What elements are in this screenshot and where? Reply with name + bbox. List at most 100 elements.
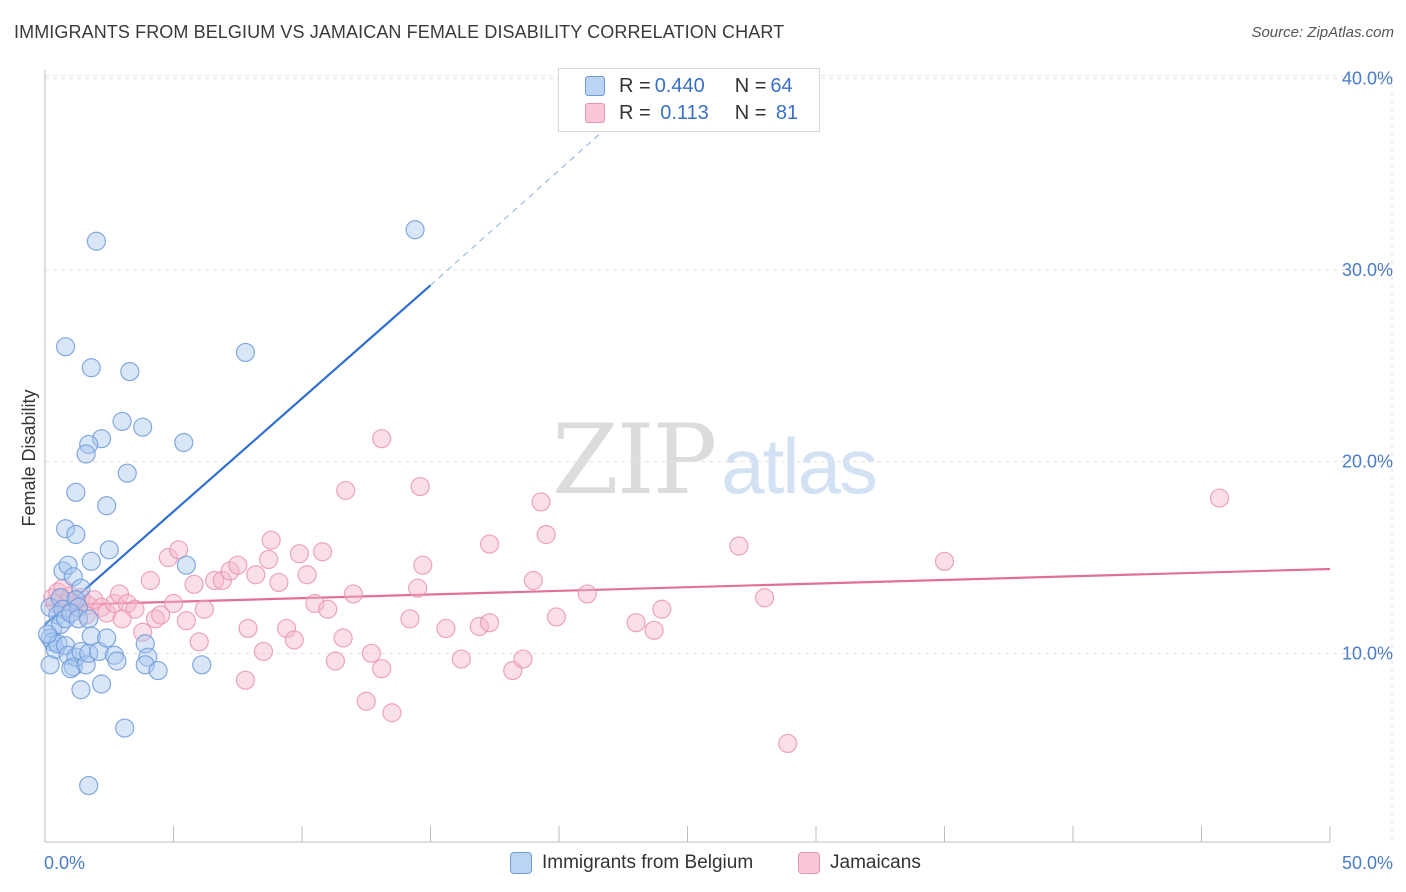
data-point-belgium xyxy=(99,540,119,560)
legend-swatch-jamaicans xyxy=(585,103,605,123)
x-tick-label: 0.0% xyxy=(44,853,85,873)
data-point-jamaicans xyxy=(523,570,543,591)
y-tick-label: 10.0% xyxy=(1342,643,1393,663)
data-point-jamaicans xyxy=(253,641,274,662)
data-point-belgium xyxy=(61,659,81,679)
data-point-jamaicans xyxy=(513,649,533,669)
data-point-jamaicans xyxy=(436,618,456,639)
data-point-belgium xyxy=(81,626,101,646)
data-point-belgium xyxy=(112,411,132,432)
data-point-belgium xyxy=(50,588,71,608)
y-tick-label: 30.0% xyxy=(1342,260,1393,280)
data-point-jamaicans xyxy=(212,570,232,591)
bottom-legend-label-jamaicans: Jamaicans xyxy=(830,852,921,873)
y-axis-label: Female Disability xyxy=(19,389,39,526)
data-point-belgium xyxy=(405,220,425,240)
data-point-jamaicans xyxy=(451,649,471,669)
trend-line-belgium xyxy=(44,284,432,626)
data-points xyxy=(37,220,1230,796)
data-point-jamaicans xyxy=(372,429,392,449)
grid-lines xyxy=(45,75,1393,842)
data-point-belgium xyxy=(55,519,76,539)
y-tick-label: 40.0% xyxy=(1342,68,1393,88)
data-point-jamaicans xyxy=(133,622,153,642)
data-point-jamaicans xyxy=(934,551,955,571)
data-point-jamaicans xyxy=(626,613,646,633)
bottom-legend-jamaicans: Jamaicans xyxy=(798,852,921,874)
legend-row-jamaicans: R = 0.113 N = 81 xyxy=(585,100,798,126)
data-point-jamaicans xyxy=(644,620,664,640)
data-point-belgium xyxy=(192,655,212,675)
trend-lines xyxy=(44,112,1331,626)
legend-n-value: 81 xyxy=(770,101,799,124)
x-tick-label: 50.0% xyxy=(1342,853,1393,873)
data-point-jamaicans xyxy=(652,599,672,619)
data-point-jamaicans xyxy=(325,651,346,671)
data-point-jamaicans xyxy=(276,618,297,639)
data-point-belgium xyxy=(37,624,58,644)
data-point-jamaicans xyxy=(205,570,225,591)
data-point-belgium xyxy=(79,609,99,629)
data-point-belgium xyxy=(76,444,96,464)
data-point-jamaicans xyxy=(531,492,551,512)
data-point-belgium xyxy=(63,567,83,587)
data-point-jamaicans xyxy=(228,555,248,575)
data-point-jamaicans xyxy=(333,628,353,648)
data-point-jamaicans xyxy=(176,611,196,631)
bottom-legend-swatch-belgium xyxy=(510,852,532,874)
data-point-belgium xyxy=(66,524,86,545)
legend: R = 0.440 N = 64 R = 0.113 N = 81 xyxy=(558,68,820,132)
data-point-jamaicans xyxy=(413,555,433,575)
data-point-jamaicans xyxy=(382,703,402,723)
data-point-belgium xyxy=(71,578,91,598)
data-point-belgium xyxy=(66,482,86,502)
data-point-belgium xyxy=(86,231,107,251)
data-point-belgium xyxy=(120,361,140,382)
data-point-jamaicans xyxy=(238,618,258,639)
data-point-jamaicans xyxy=(408,578,428,598)
data-point-jamaicans xyxy=(336,480,356,501)
data-point-jamaicans xyxy=(469,616,489,637)
data-point-belgium xyxy=(133,417,153,437)
data-point-belgium xyxy=(117,463,137,483)
axes xyxy=(44,70,1331,843)
data-point-jamaicans xyxy=(410,476,430,497)
data-point-jamaicans xyxy=(577,584,597,604)
data-point-jamaicans xyxy=(194,599,214,619)
tick-labels: 10.0% 20.0% 30.0% 40.0% 0.0% 50.0% xyxy=(44,68,1393,873)
data-point-belgium xyxy=(235,342,256,363)
legend-n-value: 64 xyxy=(770,74,793,97)
data-point-jamaicans xyxy=(184,574,204,594)
data-point-belgium xyxy=(66,647,86,667)
data-point-belgium xyxy=(61,603,81,623)
data-point-jamaicans xyxy=(151,605,171,625)
data-point-jamaicans xyxy=(246,565,266,585)
data-point-jamaicans xyxy=(1209,488,1230,508)
data-point-jamaicans xyxy=(269,572,289,593)
legend-row-belgium: R = 0.440 N = 64 xyxy=(585,73,793,99)
y-tick-label: 20.0% xyxy=(1342,452,1393,472)
data-point-jamaicans xyxy=(343,584,363,604)
data-point-jamaicans xyxy=(480,613,500,633)
data-point-jamaicans xyxy=(318,599,338,619)
data-point-jamaicans xyxy=(729,536,749,556)
data-point-jamaicans xyxy=(356,691,376,711)
data-point-jamaicans xyxy=(169,540,189,560)
data-point-jamaicans xyxy=(158,547,178,568)
legend-r-value: 0.440 xyxy=(654,74,705,97)
data-point-jamaicans xyxy=(261,530,281,550)
chart-title: IMMIGRANTS FROM BELGIUM VS JAMAICAN FEMA… xyxy=(14,22,785,42)
data-point-jamaicans xyxy=(289,544,310,564)
data-point-belgium xyxy=(40,655,60,675)
data-point-belgium xyxy=(58,555,78,575)
data-point-jamaicans xyxy=(163,593,184,614)
data-point-jamaicans xyxy=(91,597,112,617)
data-point-belgium xyxy=(148,660,168,681)
data-point-belgium xyxy=(68,609,89,629)
data-point-jamaicans xyxy=(220,561,240,581)
trend-line-jamaicans xyxy=(44,567,1331,607)
data-point-jamaicans xyxy=(480,534,500,554)
data-point-belgium xyxy=(115,718,135,738)
legend-n-label: N = xyxy=(734,101,767,124)
